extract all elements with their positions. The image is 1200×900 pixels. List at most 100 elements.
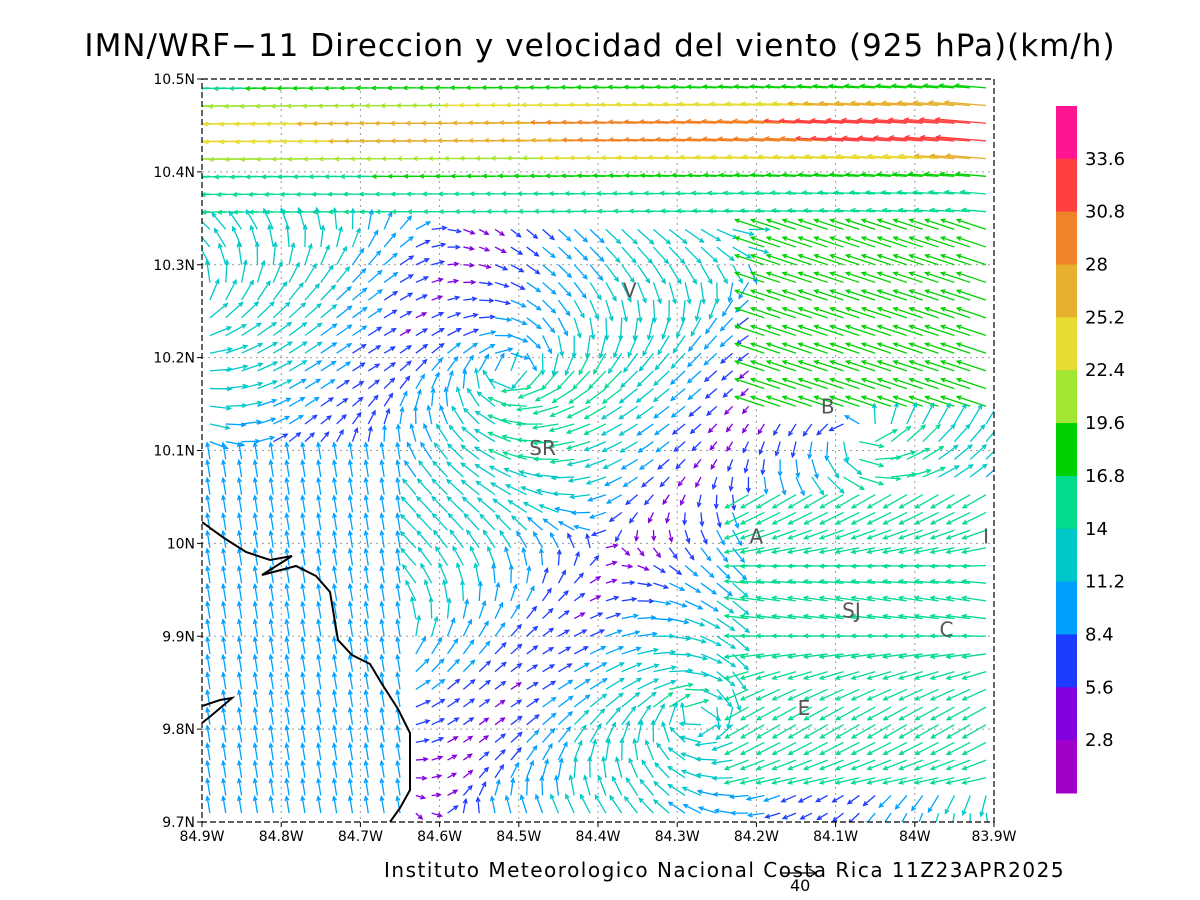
wind-vector-head xyxy=(802,549,809,555)
wind-vector-head xyxy=(252,688,258,695)
wind-vector-head xyxy=(716,136,723,142)
wind-vector xyxy=(349,743,354,761)
wind-vector xyxy=(740,759,765,770)
wind-vector-head xyxy=(532,365,537,372)
wind-vector xyxy=(285,531,290,548)
wind-vector xyxy=(662,317,670,339)
wind-vector xyxy=(766,272,797,284)
wind-vector-head xyxy=(828,289,835,295)
wind-vector xyxy=(427,405,433,425)
wind-vector-head xyxy=(504,546,510,552)
wind-vector-head xyxy=(639,172,646,178)
wind-vector-head xyxy=(415,513,422,519)
wind-vector xyxy=(712,476,718,489)
wind-vector xyxy=(661,722,670,743)
wind-vector-head xyxy=(247,191,254,198)
wind-vector-head xyxy=(396,156,403,162)
wind-vector-head xyxy=(912,401,918,408)
wind-vector-head xyxy=(739,101,746,107)
wind-vector-head xyxy=(455,312,462,317)
wind-vector-head xyxy=(316,688,322,695)
wind-vector-head xyxy=(860,306,867,312)
wind-vector-head xyxy=(929,715,936,721)
wind-vector xyxy=(502,419,527,425)
wind-vector xyxy=(905,136,955,142)
wind-vector xyxy=(826,119,876,124)
wind-vector-head xyxy=(827,83,834,89)
wind-vector-head xyxy=(797,289,804,295)
wind-vector xyxy=(301,442,306,460)
wind-vector-head xyxy=(576,137,583,143)
wind-vector-head xyxy=(860,271,867,277)
wind-vector xyxy=(602,388,623,404)
wind-vector-head xyxy=(316,600,322,607)
wind-vector-head xyxy=(443,155,450,161)
wind-vector-head xyxy=(755,765,762,771)
wind-vector-head xyxy=(755,695,762,701)
wind-vector-head xyxy=(342,191,349,197)
wind-vector xyxy=(301,478,306,495)
wind-vector-head xyxy=(347,759,353,766)
wind-vector xyxy=(906,424,926,443)
wind-vector-head xyxy=(711,589,718,595)
wind-vector xyxy=(863,794,876,806)
wind-vector-head xyxy=(748,83,755,90)
wind-vector xyxy=(349,548,354,566)
wind-vector-head xyxy=(707,278,713,285)
wind-vector xyxy=(835,706,860,721)
wind-vector-head xyxy=(268,706,274,713)
wind-vector-head xyxy=(892,429,898,434)
wind-vector xyxy=(744,459,750,473)
wind-vector xyxy=(225,385,248,390)
wind-vector xyxy=(671,352,686,369)
wind-vector xyxy=(336,246,347,266)
wind-vector xyxy=(396,725,401,743)
wind-vector-head xyxy=(670,136,677,142)
x-tick-label: 84.6W xyxy=(417,829,462,845)
wind-vector-head xyxy=(865,578,872,584)
wind-vector xyxy=(814,378,844,390)
wind-vector-head xyxy=(865,563,872,569)
wind-vector xyxy=(772,724,797,739)
wind-vector xyxy=(533,405,559,415)
wind-vector-head xyxy=(265,280,271,286)
wind-vector xyxy=(541,759,549,778)
wind-vector-head xyxy=(575,84,582,90)
wind-vector-head xyxy=(912,100,919,106)
wind-vector-head xyxy=(331,671,338,678)
wind-vector xyxy=(285,743,290,761)
wind-vector xyxy=(542,228,555,240)
wind-vector-head xyxy=(667,783,673,789)
wind-vector-head xyxy=(706,190,713,196)
wind-vector xyxy=(336,379,350,390)
wind-vector-head xyxy=(846,799,853,805)
wind-vector-head xyxy=(323,174,330,180)
wind-vector xyxy=(756,688,781,701)
wind-vector xyxy=(716,600,734,614)
wind-vector-head xyxy=(481,173,488,179)
wind-vector xyxy=(653,666,676,673)
wind-vector-head xyxy=(739,519,746,525)
wind-vector xyxy=(804,741,828,755)
wind-vector-head xyxy=(929,750,936,755)
wind-vector xyxy=(656,441,670,453)
wind-vector-head xyxy=(375,249,382,256)
wind-vector xyxy=(254,761,259,778)
wind-vector xyxy=(941,360,971,372)
wind-vector-head xyxy=(437,636,443,643)
wind-vector-head xyxy=(939,306,946,312)
wind-vector xyxy=(336,343,352,354)
wind-vector-head xyxy=(532,744,538,751)
wind-vector-head xyxy=(422,756,429,762)
wind-vector xyxy=(735,395,765,407)
wind-vector-head xyxy=(331,777,338,784)
city-label: A xyxy=(750,524,764,548)
wind-vector-head xyxy=(316,512,322,519)
wind-vector-head xyxy=(331,342,338,348)
wind-vector xyxy=(725,102,765,107)
wind-vector xyxy=(756,529,781,540)
wind-vector xyxy=(851,102,892,107)
wind-vector-head xyxy=(529,119,536,125)
wind-vector-head xyxy=(828,236,835,241)
wind-vector-head xyxy=(379,459,385,465)
